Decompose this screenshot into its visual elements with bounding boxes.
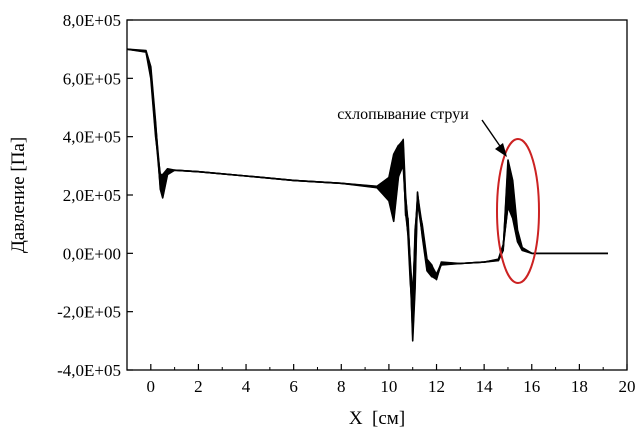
highlight-ellipse xyxy=(496,138,540,284)
series-line-2 xyxy=(126,48,608,342)
x-tick-label: 2 xyxy=(194,377,203,396)
series-group xyxy=(126,48,608,342)
plot-frame xyxy=(126,19,628,371)
series-line-1 xyxy=(126,48,608,313)
x-tick-label: 4 xyxy=(242,377,251,396)
y-tick-label: -4,0E+05 xyxy=(57,361,121,380)
ticks-group: 0 2 4 6 8 10 12 14 16 18 20 -4,0E+05 -2,0E+05 0,0E+00… xyxy=(57,11,635,396)
annotation-arrow-head xyxy=(495,143,507,157)
x-tick-label: 20 xyxy=(619,377,636,396)
x-tick-label: 18 xyxy=(571,377,588,396)
y-tick-label: 0,0E+00 xyxy=(63,244,121,263)
x-tick-label: 6 xyxy=(289,377,298,396)
x-tick-label: 14 xyxy=(476,377,494,396)
y-tick-label: 8,0E+05 xyxy=(63,11,121,30)
y-tick-label: 2,0E+05 xyxy=(63,186,121,205)
y-tick-label: -2,0E+05 xyxy=(57,303,121,322)
x-tick-label: 8 xyxy=(337,377,346,396)
y-axis-label: Давление [Па] xyxy=(8,137,29,253)
y-tick-label: 4,0E+05 xyxy=(63,128,121,147)
x-axis-label: X [см] xyxy=(349,408,405,429)
annotation-arrow-line xyxy=(481,119,503,150)
x-tick-label: 16 xyxy=(523,377,540,396)
x-tick-label: 0 xyxy=(147,377,156,396)
y-tick-label: 6,0E+05 xyxy=(63,69,121,88)
series-line-3 xyxy=(126,48,608,298)
x-tick-label: 12 xyxy=(428,377,445,396)
series-envelope xyxy=(126,48,608,341)
annotation-group: схлопывание струи xyxy=(337,106,540,284)
annotation-text: схлопывание струи xyxy=(337,106,469,123)
x-tick-label: 10 xyxy=(380,377,397,396)
